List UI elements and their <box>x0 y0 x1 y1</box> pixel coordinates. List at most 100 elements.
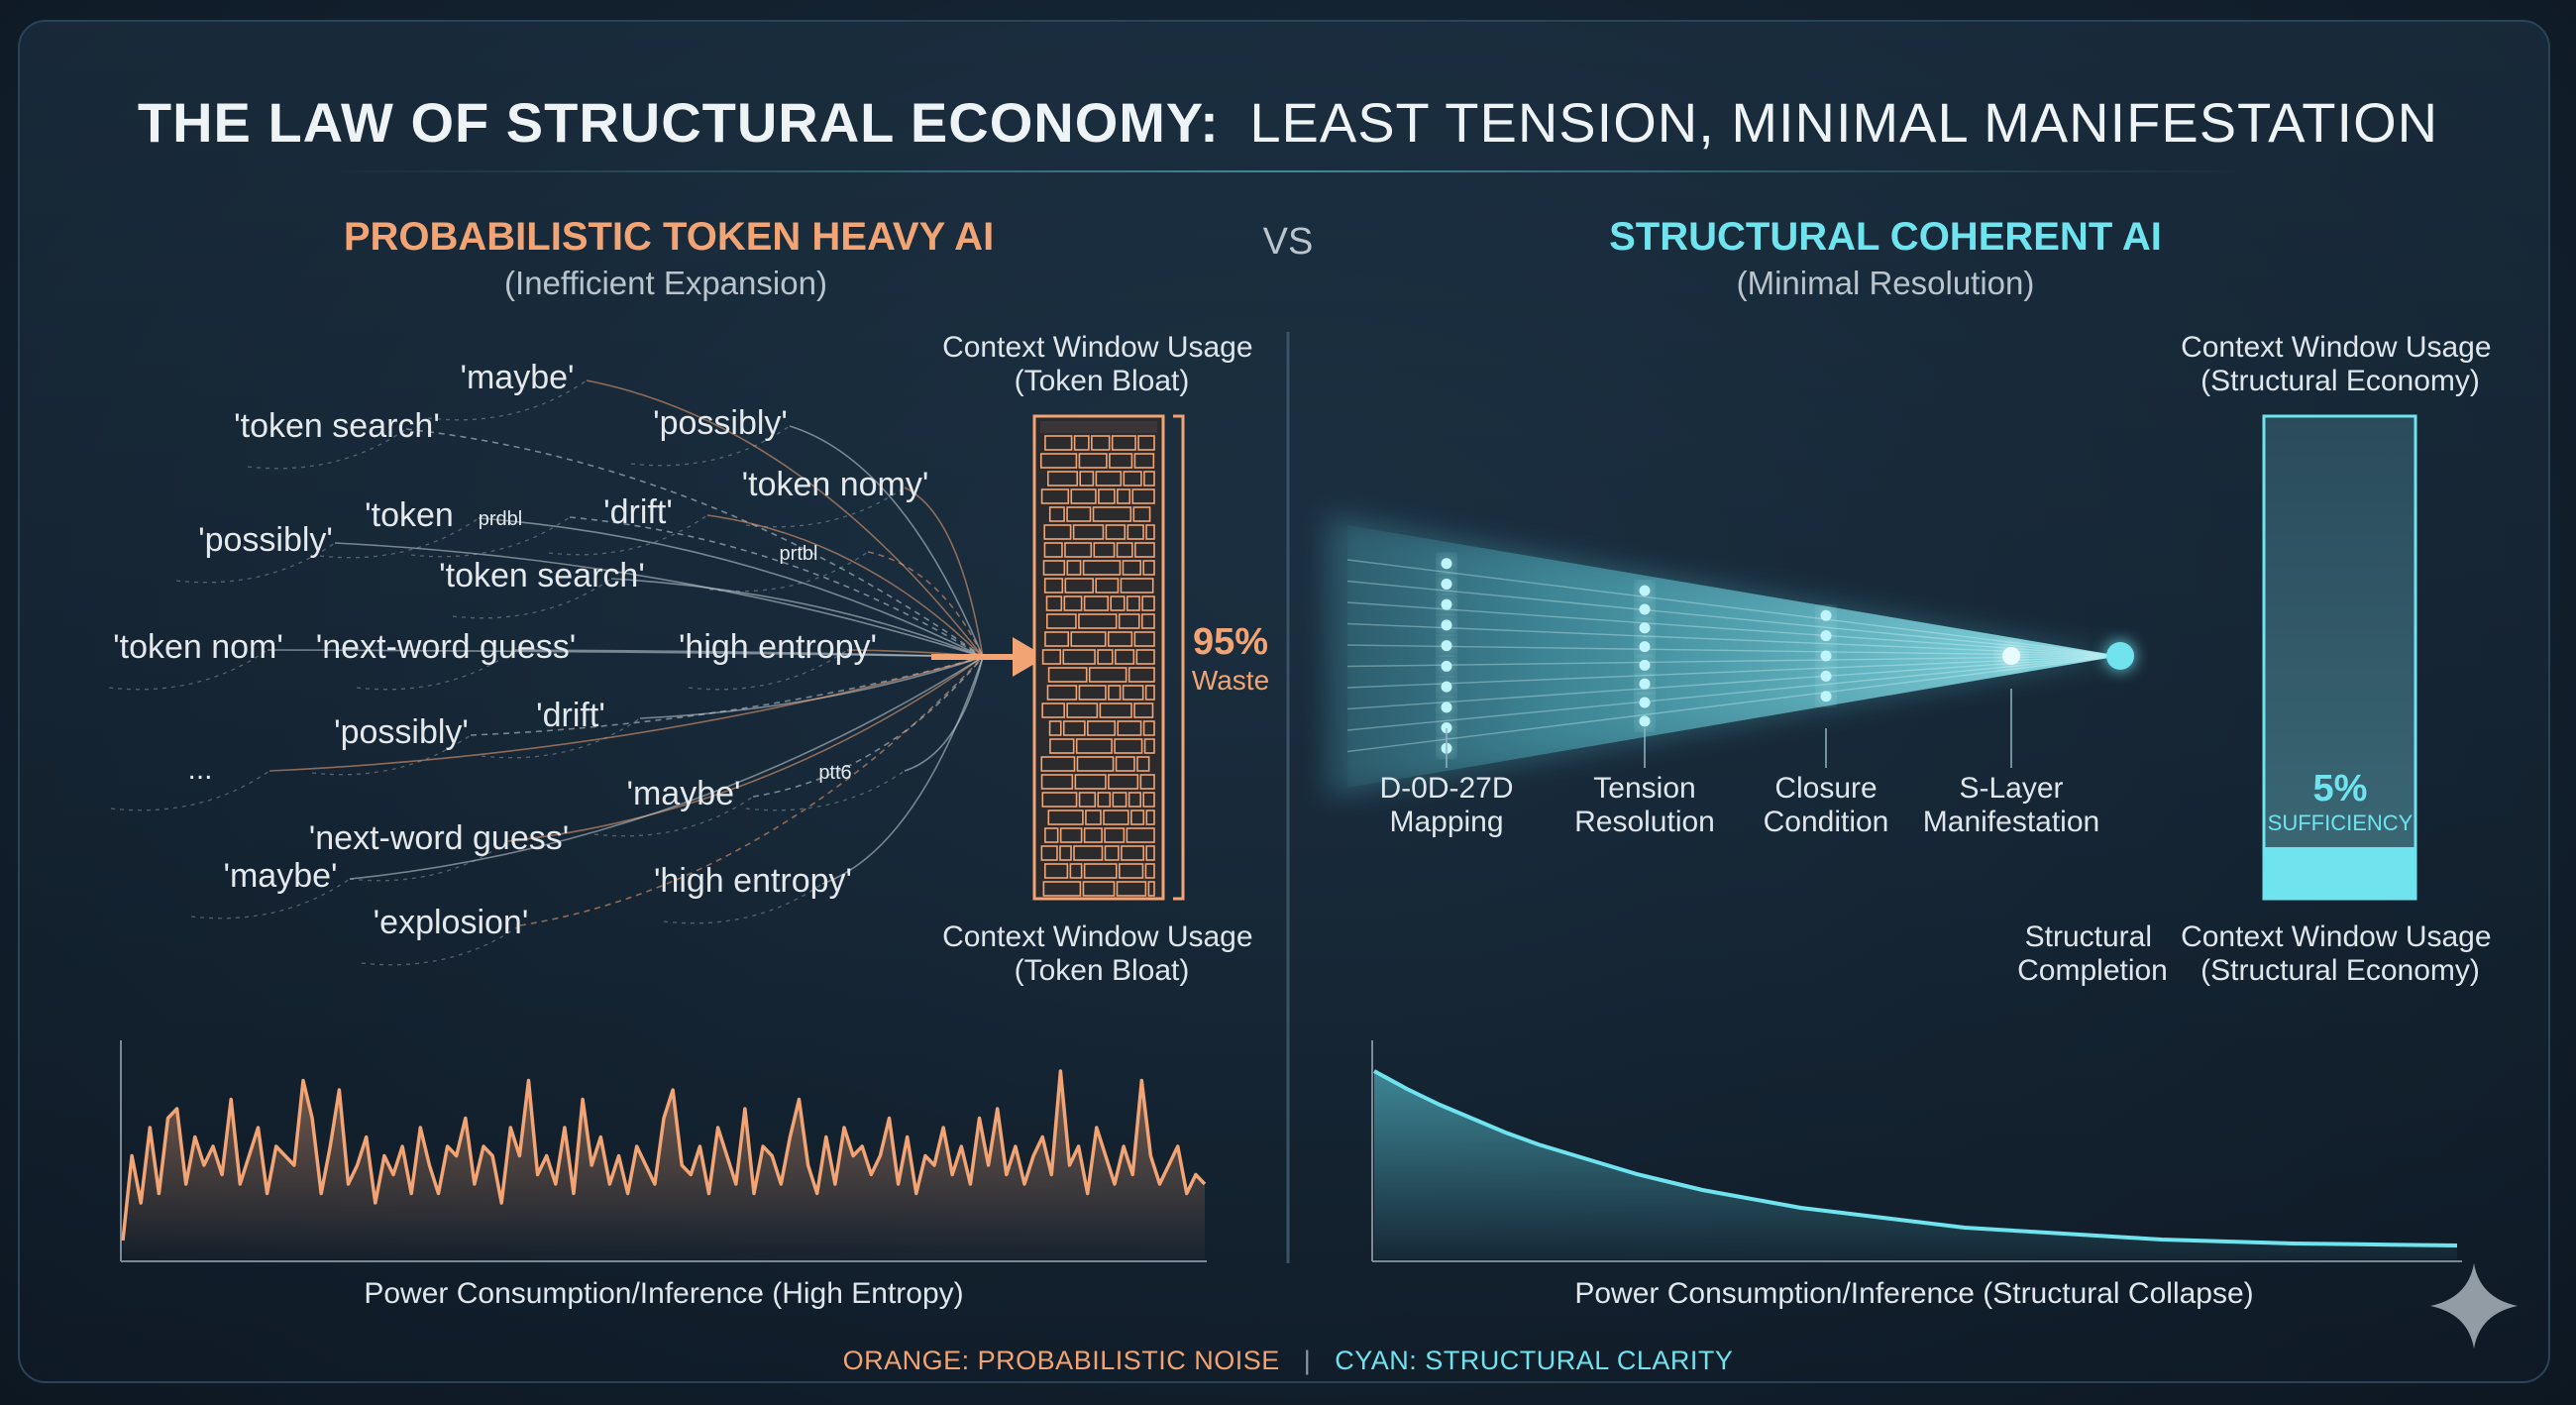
brick <box>1059 827 1083 843</box>
token-word: 'possibly' <box>334 713 469 751</box>
brick <box>1046 613 1077 629</box>
brick <box>1083 827 1103 843</box>
brick <box>1070 488 1097 504</box>
token-flow-line <box>319 517 480 559</box>
brick <box>1133 631 1155 647</box>
left-heading: PROBABILISTIC TOKEN HEAVY AI <box>344 215 994 259</box>
beam-node <box>1441 681 1452 693</box>
brick <box>1104 845 1120 861</box>
brick <box>1144 685 1155 701</box>
sufficiency-value: 5% <box>2313 768 2368 810</box>
legend-cyan: CYAN: STRUCTURAL CLARITY <box>1335 1346 1733 1375</box>
beam-ray <box>1346 601 2121 657</box>
brick <box>1121 845 1144 861</box>
token-word: 'token nomy' <box>742 466 929 503</box>
brick <box>1039 453 1078 469</box>
brick <box>1126 595 1140 611</box>
brick <box>1044 827 1059 843</box>
token-flow-line <box>175 542 336 584</box>
token-flow-line <box>745 770 906 811</box>
arrow-head <box>1013 637 1046 677</box>
stage-label: Closure Condition <box>1764 772 1889 838</box>
brick <box>1047 667 1088 683</box>
token-flow-line <box>789 425 984 658</box>
sufficiency-label: SUFFICIENCY <box>2268 811 2414 835</box>
beam-ray <box>1346 559 2121 657</box>
brick <box>1131 488 1155 504</box>
beam-node <box>1639 585 1651 596</box>
token-word: 'maybe' <box>626 775 740 812</box>
title-underline <box>327 170 2249 172</box>
brick <box>1043 578 1064 594</box>
token-flow-line <box>190 878 351 919</box>
brick <box>1075 738 1113 754</box>
brick <box>1044 435 1073 451</box>
brick <box>1047 471 1079 486</box>
brick <box>1123 471 1142 486</box>
resolution-beam <box>1347 525 2120 788</box>
token-flow-line <box>548 514 708 556</box>
brick <box>1079 471 1095 486</box>
brick <box>1099 702 1132 718</box>
brick <box>1073 435 1090 451</box>
brick <box>1066 560 1082 576</box>
left-bar-top-label: Context Window Usage (Token Bloat) <box>942 331 1261 397</box>
brick <box>1098 488 1116 504</box>
brick <box>1063 595 1083 611</box>
brick <box>1062 720 1086 736</box>
brick <box>1097 649 1114 665</box>
waste-label: Waste <box>1192 665 1269 696</box>
brick <box>1127 667 1155 683</box>
token-flow-line <box>507 656 984 842</box>
brick <box>1134 542 1155 558</box>
legend-divider: | <box>1304 1346 1312 1375</box>
brick <box>1040 845 1058 861</box>
beam-ray <box>1346 655 2121 710</box>
brick <box>1043 524 1072 540</box>
right-bar-bottom-label: Context Window Usage (Structural Economy… <box>2181 920 2500 987</box>
brick <box>1115 756 1135 772</box>
token-word: 'drift' <box>536 697 605 734</box>
brick <box>1041 649 1062 665</box>
token-flow-line <box>610 578 984 658</box>
brick <box>1066 702 1099 718</box>
token-flow-line <box>630 425 791 467</box>
brick <box>1143 738 1155 754</box>
brick <box>1104 827 1126 843</box>
brick <box>1108 685 1122 701</box>
bar-cap <box>1040 421 1157 433</box>
token-flow-line <box>569 516 984 658</box>
token-word: 'token search' <box>439 557 645 594</box>
brick <box>1095 578 1120 594</box>
brick <box>1083 595 1110 611</box>
brick <box>1136 756 1150 772</box>
brick <box>1105 524 1127 540</box>
brick <box>1076 756 1115 772</box>
structural-economy-bar <box>2262 414 2417 901</box>
token-flow-line <box>663 883 823 924</box>
token-flow-line <box>514 649 984 658</box>
brick <box>1078 792 1097 808</box>
beam-node <box>1441 640 1452 652</box>
brick <box>1040 488 1070 504</box>
decay-area <box>1374 1071 2457 1259</box>
brick <box>1107 631 1133 647</box>
beam-node <box>1820 650 1832 662</box>
brick <box>1141 595 1155 611</box>
beam-node <box>1441 598 1452 610</box>
brick <box>1062 649 1096 665</box>
brick <box>1120 578 1154 594</box>
sufficiency-fill <box>2265 847 2415 898</box>
beam-ray <box>1346 580 2121 657</box>
token-word: prdbl <box>479 508 522 530</box>
token-flow-line <box>752 656 984 798</box>
brick <box>1043 863 1069 879</box>
beam-rays <box>1346 559 2121 753</box>
brick <box>1042 881 1082 897</box>
brick <box>1040 756 1076 772</box>
brick <box>1073 845 1104 861</box>
token-flow-line <box>108 649 268 691</box>
brick <box>1064 542 1093 558</box>
token-flow-line <box>481 717 641 759</box>
